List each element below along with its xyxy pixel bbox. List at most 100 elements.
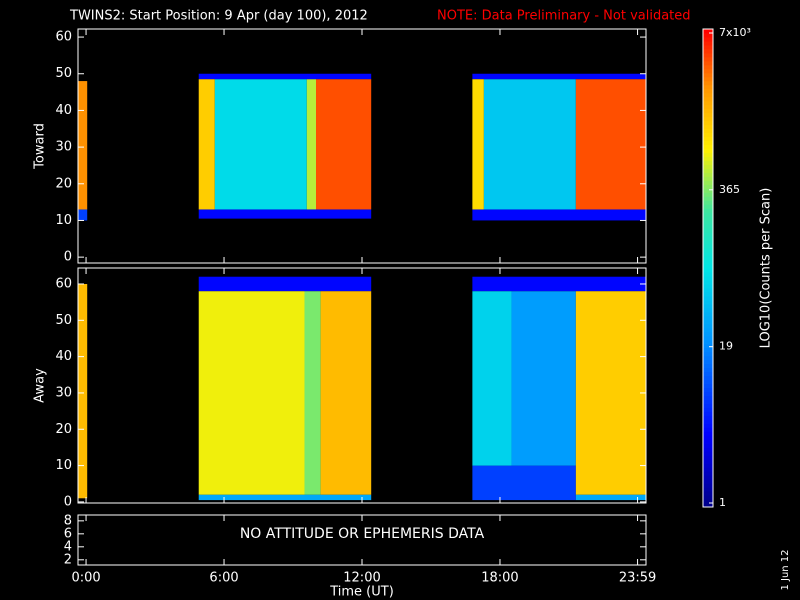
colorbar-tick-label: 1: [719, 496, 726, 509]
colorbar-step: [703, 299, 713, 305]
colorbar-step: [703, 220, 713, 225]
y-axis-label: Toward: [33, 123, 48, 170]
colorbar-step: [703, 76, 713, 82]
colorbar-step: [703, 335, 713, 341]
colorbar-step: [703, 343, 713, 349]
colorbar-step: [703, 232, 713, 237]
colorbar-step: [703, 499, 713, 504]
heatmap-cell: [575, 79, 646, 210]
colorbar-step: [703, 216, 713, 221]
colorbar-step: [703, 415, 713, 420]
colorbar-step: [703, 72, 713, 78]
colorbar-tick-label: 365: [719, 183, 740, 196]
colorbar-step: [703, 295, 713, 301]
y-tick-label: 20: [55, 176, 72, 191]
heatmap-cell: [472, 209, 646, 221]
heatmap-cell: [483, 79, 576, 210]
colorbar-step: [703, 168, 713, 173]
colorbar-step: [703, 136, 713, 142]
x-tick-label: 18:00: [481, 571, 518, 586]
colorbar-tick-label: 19: [719, 340, 733, 353]
colorbar-step: [703, 252, 713, 257]
colorbar-step: [703, 268, 713, 273]
colorbar-step: [703, 200, 713, 205]
colorbar-step: [703, 411, 713, 416]
colorbar-step: [703, 395, 713, 400]
colorbar-step: [703, 140, 713, 146]
y-tick-label: 8: [64, 513, 72, 528]
colorbar-step: [703, 423, 713, 428]
colorbar-step: [703, 291, 713, 297]
colorbar-step: [703, 451, 713, 456]
side-label: 1 Jun 12: [780, 549, 791, 590]
y-axis-label: Away: [33, 368, 48, 403]
colorbar-tick-label: 7x10³: [719, 26, 751, 39]
colorbar-step: [703, 435, 713, 440]
x-axis-label: Time (UT): [329, 585, 394, 600]
heatmap-cell: [575, 494, 646, 501]
y-tick-label: 60: [55, 276, 72, 291]
heatmap-cell: [198, 209, 372, 219]
colorbar-step: [703, 467, 713, 472]
colorbar-step: [703, 463, 713, 468]
colorbar-step: [703, 108, 713, 114]
y-tick-label: 6: [64, 526, 72, 541]
heatmap-cell: [306, 79, 317, 210]
colorbar-step: [703, 459, 713, 464]
y-tick-label: 0: [64, 250, 72, 265]
colorbar-step: [703, 315, 713, 321]
colorbar-step: [703, 375, 713, 381]
colorbar-step: [703, 152, 713, 157]
colorbar-step: [703, 479, 713, 484]
colorbar-step: [703, 439, 713, 444]
y-tick-label: 10: [55, 213, 72, 228]
y-tick-label: 40: [55, 349, 72, 364]
colorbar-step: [703, 80, 713, 86]
colorbar-step: [703, 144, 713, 149]
colorbar-step: [703, 503, 713, 508]
heatmap-cell: [511, 291, 576, 466]
colorbar-step: [703, 256, 713, 261]
colorbar-step: [703, 176, 713, 181]
colorbar-step: [703, 455, 713, 460]
colorbar-step: [703, 96, 713, 102]
colorbar-step: [703, 132, 713, 138]
colorbar-label: LOG10(Counts per Scan): [759, 188, 774, 349]
y-tick-label: 50: [55, 66, 72, 81]
y-tick-label: 50: [55, 313, 72, 328]
colorbar-step: [703, 471, 713, 476]
colorbar-step: [703, 351, 713, 357]
y-tick-label: 40: [55, 103, 72, 118]
heatmap-cell: [78, 283, 88, 499]
x-tick-label: 6:00: [209, 571, 238, 586]
y-tick-label: 30: [55, 140, 72, 155]
colorbar-step: [703, 443, 713, 448]
colorbar-step: [703, 327, 713, 333]
colorbar-step: [703, 363, 713, 369]
colorbar-step: [703, 156, 713, 161]
heatmap-cell: [472, 276, 646, 292]
colorbar-step: [703, 387, 713, 392]
colorbar-step: [703, 204, 713, 209]
colorbar-step: [703, 407, 713, 412]
colorbar-step: [703, 248, 713, 253]
colorbar-step: [703, 391, 713, 396]
colorbar-step: [703, 399, 713, 404]
colorbar-step: [703, 100, 713, 106]
colorbar-step: [703, 383, 713, 388]
heatmap-cell: [472, 79, 484, 210]
colorbar-step: [703, 359, 713, 365]
colorbar-step: [703, 271, 713, 277]
colorbar-step: [703, 355, 713, 361]
heatmap-cell: [214, 79, 307, 210]
heatmap-cell: [472, 291, 512, 466]
heatmap-cell: [472, 73, 646, 80]
colorbar-step: [703, 427, 713, 432]
colorbar-step: [703, 339, 713, 345]
heatmap-cell: [78, 209, 88, 221]
colorbar-step: [703, 32, 713, 38]
colorbar-step: [703, 88, 713, 94]
colorbar-step: [703, 244, 713, 249]
heatmap-cell: [198, 73, 372, 80]
